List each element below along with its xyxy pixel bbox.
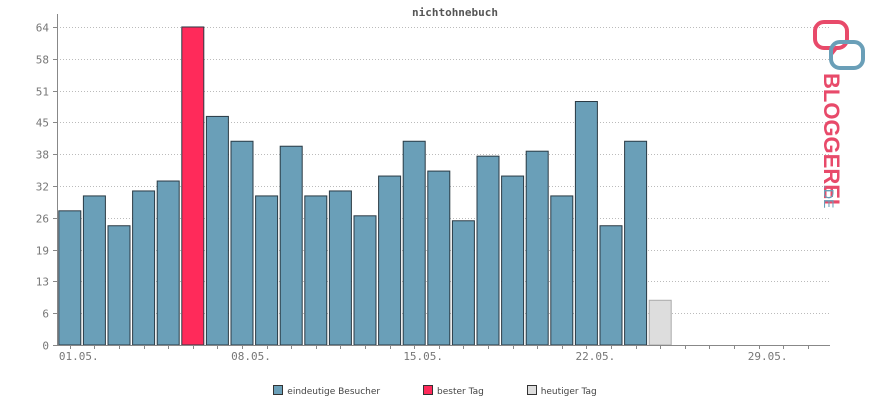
bar <box>624 140 648 346</box>
y-tick-label: 58 <box>36 54 49 67</box>
bar <box>648 299 672 346</box>
x-tick-label: 29.05. <box>748 350 788 363</box>
bar <box>107 225 131 346</box>
y-tick-label: 45 <box>36 117 49 130</box>
y-tick-label: 19 <box>36 245 49 258</box>
x-tick-label: 22.05. <box>576 350 616 363</box>
bar <box>156 180 180 346</box>
bar <box>58 210 82 346</box>
legend-swatch-today <box>526 385 537 395</box>
bar <box>132 190 156 346</box>
legend-item-today: heutiger Tag <box>526 385 597 397</box>
bar <box>279 145 303 346</box>
bar <box>181 26 205 346</box>
bar <box>574 101 598 346</box>
bar <box>402 140 426 346</box>
y-tick-label: 32 <box>36 181 49 194</box>
legend-swatch-visitors <box>273 385 284 395</box>
speech-bubbles-icon <box>813 20 865 70</box>
bar <box>550 195 574 346</box>
y-tick-label: 64 <box>36 22 50 35</box>
legend-label-visitors: eindeutige Besucher <box>287 387 381 397</box>
x-tick-label: 01.05. <box>59 350 99 363</box>
legend-label-best-day: bester Tag <box>437 387 484 397</box>
bar <box>328 190 352 346</box>
y-tick-label: 0 <box>42 340 49 353</box>
legend-swatch-best-day <box>423 385 433 395</box>
bar <box>205 115 229 346</box>
legend-item-best-day: bester Tag <box>423 385 484 397</box>
bar <box>599 225 623 346</box>
bar <box>82 195 106 346</box>
x-tick-label: 15.05. <box>403 350 443 363</box>
y-tick-label: 13 <box>36 276 49 289</box>
bar <box>378 175 402 346</box>
chart-title: nichtohnebuch <box>411 6 499 19</box>
bar <box>525 150 549 346</box>
bar <box>255 195 279 346</box>
bloggerei-wordmark: BLOGGEREI .DE <box>819 73 844 208</box>
legend-label-today: heutiger Tag <box>540 387 597 397</box>
wordmark-suffix: .DE <box>821 185 837 208</box>
legend: eindeutige Besucher bester Tag heutiger … <box>0 385 870 397</box>
wordmark-main: BLOGGEREI <box>819 73 844 205</box>
bloggerei-logo: BLOGGEREI .DE <box>813 20 865 208</box>
bar <box>230 140 254 346</box>
y-tick-label: 51 <box>36 86 49 99</box>
x-tick-label: 08.05. <box>231 350 271 363</box>
legend-item-visitors: eindeutige Besucher <box>273 385 380 397</box>
y-tick-label: 26 <box>36 213 49 226</box>
bar <box>353 215 377 346</box>
bar <box>451 220 475 346</box>
bar <box>304 195 328 346</box>
bar <box>501 175 525 346</box>
y-tick-label: 6 <box>42 308 49 321</box>
bar <box>427 170 451 346</box>
bar <box>476 155 500 346</box>
y-tick-label: 38 <box>36 149 49 162</box>
